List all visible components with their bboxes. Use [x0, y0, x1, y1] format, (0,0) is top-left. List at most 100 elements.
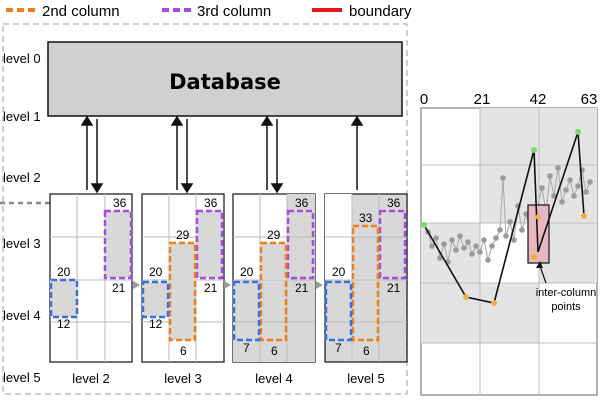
label-21: 21	[387, 281, 401, 295]
arrow-right-2	[224, 281, 231, 289]
label-21: 21	[112, 281, 126, 295]
point-green	[531, 147, 537, 153]
label-29: 29	[267, 228, 281, 242]
gray-point	[437, 255, 443, 261]
legend-label-2nd-column: 2nd column	[42, 3, 120, 20]
label-33: 33	[359, 211, 373, 225]
gray-point	[493, 235, 499, 241]
column-1-box	[324, 280, 353, 342]
left-frame	[2, 23, 408, 395]
gray-point	[481, 237, 487, 243]
column-1-box	[141, 280, 170, 319]
label-6: 6	[180, 344, 187, 358]
gray-point	[519, 227, 525, 233]
label-20: 20	[240, 265, 254, 279]
gray-point	[429, 243, 435, 249]
level-label-3: level 3	[3, 236, 41, 251]
gray-point	[555, 165, 561, 171]
panel-level-4: 36 29 20 21 7 6 level 4	[232, 193, 316, 386]
gray-point	[539, 185, 545, 191]
level-label-0: level 0	[3, 51, 41, 66]
column-1-box	[232, 280, 261, 342]
label-36: 36	[387, 196, 401, 210]
gray-point	[559, 199, 565, 205]
label-7: 7	[335, 341, 342, 355]
gray-point	[583, 189, 589, 195]
db-arrows	[80, 115, 364, 194]
gray-point	[547, 173, 553, 179]
inter-column-point	[535, 214, 541, 220]
annotation-line-1: inter-column	[536, 287, 597, 299]
label-36: 36	[204, 196, 218, 210]
label-29: 29	[176, 228, 190, 242]
arrow-right-1	[133, 281, 140, 289]
gray-point	[469, 251, 475, 257]
gray-point	[500, 175, 506, 181]
gray-point	[503, 233, 509, 239]
label-12: 12	[57, 317, 71, 331]
label-20: 20	[332, 265, 346, 279]
gray-point	[571, 193, 577, 199]
point-orange	[581, 213, 587, 219]
panel-level-3: 36 29 20 21 12 6 level 3	[141, 193, 225, 386]
label-36: 36	[295, 196, 309, 210]
panel-caption: level 2	[72, 371, 110, 386]
gray-point	[461, 245, 467, 251]
inter-column-point	[531, 254, 537, 260]
database-box	[47, 41, 403, 117]
annotation-line-2: points	[551, 301, 581, 313]
label-7: 7	[243, 341, 250, 355]
panel-caption: level 4	[255, 371, 293, 386]
point-green	[575, 129, 581, 135]
column-3-box	[286, 209, 315, 280]
column-2-box	[351, 224, 380, 342]
database-label: Database	[169, 70, 281, 94]
inter-column-highlight	[527, 204, 550, 264]
legend-label-boundary: boundary	[349, 3, 412, 20]
column-2-box	[259, 241, 288, 342]
gray-point	[457, 233, 463, 239]
gray-point	[489, 243, 495, 249]
legend: 2nd column 3rd column boundary	[0, 0, 600, 22]
level-label-5: level 5	[3, 370, 41, 385]
panel-caption: level 5	[347, 371, 385, 386]
gray-point	[497, 227, 503, 233]
label-6: 6	[363, 344, 370, 358]
x-tick-63: 63	[581, 91, 598, 108]
gray-point	[449, 237, 455, 243]
gray-point	[567, 177, 573, 183]
gray-point	[511, 237, 517, 243]
gray-point	[587, 179, 593, 185]
label-21: 21	[204, 281, 218, 295]
label-20: 20	[149, 265, 163, 279]
gray-point	[507, 219, 513, 225]
x-tick-0: 0	[420, 91, 428, 108]
column-2-box	[168, 241, 197, 342]
gray-point	[465, 239, 471, 245]
label-21: 21	[295, 281, 309, 295]
column-3-box	[378, 209, 407, 280]
label-6: 6	[271, 344, 278, 358]
x-tick-42: 42	[530, 91, 547, 108]
column-3-box	[195, 209, 224, 280]
column-1-box	[49, 278, 79, 319]
column-3-box	[103, 209, 133, 280]
x-tick-21: 21	[474, 91, 491, 108]
arrow-right-3	[316, 281, 323, 289]
gray-point	[575, 183, 581, 189]
level-label-1: level 1	[3, 109, 41, 124]
level-label-4: level 4	[3, 308, 41, 323]
gray-point	[477, 249, 483, 255]
gray-point	[453, 247, 459, 253]
gray-point	[485, 257, 491, 263]
legend-label-3rd-column: 3rd column	[197, 3, 271, 20]
point-green	[421, 222, 427, 228]
gray-point	[441, 241, 447, 247]
point-orange	[491, 300, 497, 306]
point-orange	[463, 294, 469, 300]
gray-point	[563, 187, 569, 193]
right-plot: 0 21 42 63 inter-column points	[420, 91, 598, 396]
panel-level-5: 36 33 20 21 7 6 level 5	[324, 193, 408, 386]
label-12: 12	[149, 317, 163, 331]
